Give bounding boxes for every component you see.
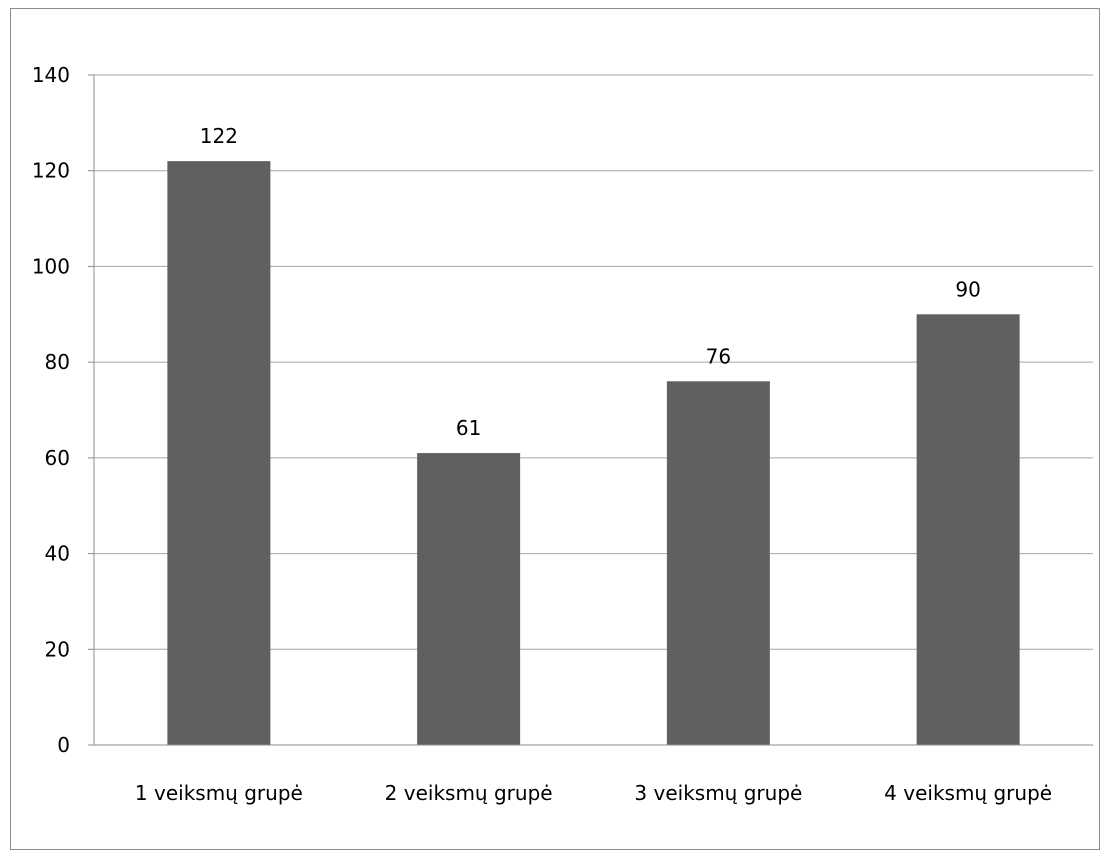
- category-label: 4 veiksmų grupė: [884, 781, 1052, 805]
- category-label: 3 veiksmų grupė: [634, 781, 802, 805]
- y-tick-label: 40: [45, 542, 70, 566]
- bar: [667, 381, 770, 745]
- bar: [167, 161, 270, 745]
- category-label: 2 veiksmų grupė: [385, 781, 553, 805]
- y-tick-label: 0: [57, 733, 70, 757]
- y-tick-label: 80: [45, 350, 70, 374]
- category-label: 1 veiksmų grupė: [135, 781, 303, 805]
- y-axis-tick-labels: 0 20 40 60 80 100 120 140: [32, 63, 70, 757]
- y-tick-label: 20: [45, 637, 70, 661]
- y-tick-label: 120: [32, 159, 70, 183]
- data-label: 76: [706, 344, 731, 368]
- data-label: 122: [200, 124, 238, 148]
- y-tick-label: 60: [45, 446, 70, 470]
- data-labels: 122 61 76 90: [200, 124, 981, 440]
- bar: [417, 453, 520, 745]
- data-label: 90: [955, 277, 980, 301]
- bar: [917, 314, 1020, 745]
- data-label: 61: [456, 416, 481, 440]
- x-axis-category-labels: 1 veiksmų grupė 2 veiksmų grupė 3 veiksmų …: [135, 781, 1052, 805]
- y-tick-label: 100: [32, 254, 70, 278]
- bars: [167, 161, 1019, 745]
- y-tick-label: 140: [32, 63, 70, 87]
